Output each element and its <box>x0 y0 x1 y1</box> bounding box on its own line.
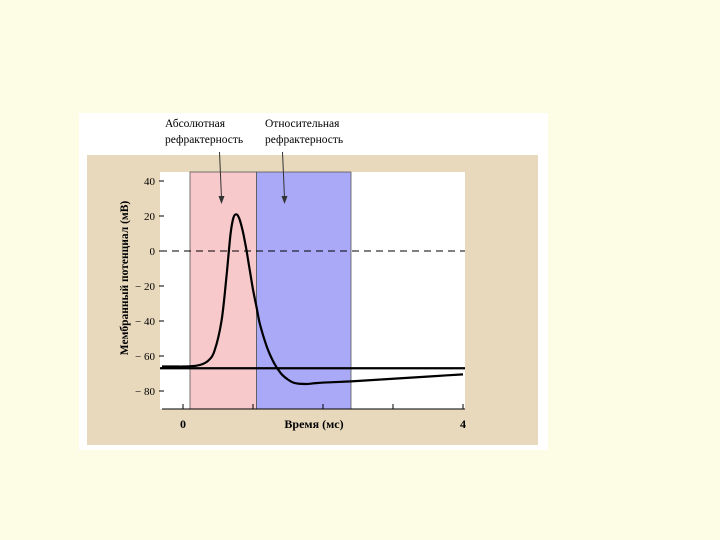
annotation-label-1: Абсолютная <box>165 118 226 130</box>
annotation-arrow-2 <box>282 151 285 199</box>
x-tick-label: 4 <box>460 417 466 431</box>
y-tick-label: 0 <box>150 246 156 258</box>
y-tick-label: − 80 <box>135 386 155 398</box>
refractory-region-2 <box>256 171 352 410</box>
y-tick-label: 40 <box>144 176 156 188</box>
y-tick-group: 40 20 0 − 20 − 40 − 60 − 80 <box>135 176 164 398</box>
annotation-arrow-1 <box>219 151 222 199</box>
annotation-label-1: рефрактерность <box>165 134 243 146</box>
y-tick-label: − 20 <box>135 281 155 293</box>
reference-line-group <box>160 250 465 370</box>
x-axis-label: Время (мс) <box>284 417 343 431</box>
annotation-arrowhead-1 <box>218 196 225 204</box>
membrane-potential-line <box>161 213 464 386</box>
y-tick-label: 20 <box>144 211 156 223</box>
annotation-arrowhead-2 <box>281 196 288 204</box>
x-tick-label: 0 <box>180 417 186 431</box>
annotation-label-2: рефрактерность <box>265 134 343 146</box>
y-tick-label: − 40 <box>135 316 155 328</box>
annotation-label-2: Относительная <box>265 118 340 130</box>
annotation-group: Абсолютная рефрактерность Относительная реф… <box>165 118 343 204</box>
y-axis-label: Мембранный потенциал (мВ) <box>119 201 131 356</box>
region-group <box>189 171 352 410</box>
y-tick-label: − 60 <box>135 351 155 363</box>
series-group <box>161 213 464 386</box>
refractory-region-1 <box>189 171 257 410</box>
